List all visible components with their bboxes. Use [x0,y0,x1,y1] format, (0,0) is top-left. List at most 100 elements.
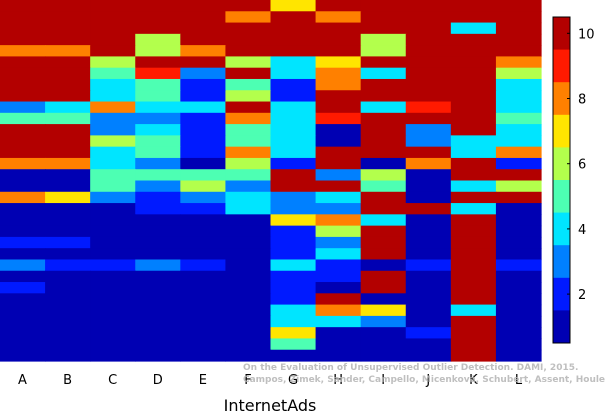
heatmap-cell [315,146,362,159]
heatmap-cell [450,78,497,91]
heatmap-cell [0,203,46,215]
heatmap-cell [360,33,407,46]
heatmap-cell [180,327,227,340]
heatmap-cell [135,293,181,306]
heatmap-cell [360,124,407,136]
heatmap-cell [270,112,317,125]
heatmap-cell [180,157,227,170]
x-tick-label: H [333,373,343,388]
heatmap-cell [405,146,452,159]
heatmap-cell [495,338,542,351]
heatmap-cell [450,191,497,204]
heatmap-cell [180,169,227,182]
heatmap-cell [405,157,452,170]
heatmap-cell [0,101,46,114]
heatmap-cell [90,293,136,306]
heatmap-cell [360,112,407,125]
heatmap-cell [315,67,362,80]
heatmap-cell [315,22,362,35]
heatmap-cell [45,203,91,215]
heatmap-cell [495,270,542,283]
heatmap-cell [405,259,452,272]
heatmap-cell [270,180,317,193]
heatmap-cell [450,146,497,159]
heatmap-cell [495,101,542,114]
heatmap-cell [225,349,272,362]
heatmap-cell [315,0,362,12]
x-tick-label: C [108,373,117,388]
heatmap-cell [405,214,452,227]
heatmap-cell [45,56,91,69]
x-tick-label: L [515,373,523,388]
heatmap-cell [315,90,362,103]
heatmap-cell [315,282,362,294]
heatmap-cell [405,22,452,35]
heatmap-cell [495,157,542,170]
heatmap-cell [135,338,181,351]
heatmap-cell [450,327,497,340]
heatmap-cell [270,282,317,294]
heatmap-cell [315,180,362,193]
heatmap-cell [225,293,272,306]
heatmap-cell [225,101,272,114]
heatmap-cell [180,45,227,58]
heatmap-cell [405,112,452,125]
heatmap-cell [360,90,407,103]
heatmap-cell [180,180,227,193]
heatmap-cell [270,146,317,159]
heatmap-cell [180,78,227,91]
heatmap-cell [405,304,452,317]
x-axis-title: InternetAds [224,396,317,413]
heatmap-cell [90,327,136,340]
heatmap-cell [360,191,407,204]
colorbar-border [552,16,571,344]
heatmap-cell [45,78,91,91]
heatmap-cell [90,0,136,12]
x-tick-labels: A B C D E F G H I J K L [18,373,523,388]
heatmap-cell [405,203,452,215]
heatmap-cell [360,169,407,182]
heatmap-cell [0,293,46,306]
heatmap-cell [225,338,272,351]
heatmap-cell [180,270,227,283]
heatmap-cell [270,259,317,272]
heatmap-cell [495,203,542,215]
heatmap-cell [180,135,227,148]
heatmap-cell [450,203,497,215]
heatmap-cell [135,124,181,136]
heatmap-cell [495,293,542,306]
heatmap-cell [315,225,362,238]
heatmap-cell [0,56,46,69]
heatmap-cell [90,169,136,182]
heatmap-cell [0,45,46,58]
heatmap-cell [0,270,46,283]
heatmap-cell [270,45,317,58]
heatmap-cell [360,11,407,24]
heatmap-cell [360,0,407,12]
heatmap-cell [90,11,136,24]
heatmap-cell [315,203,362,215]
heatmap-cell [180,67,227,80]
heatmap-cell [135,349,181,362]
heatmap-cell [90,214,136,227]
heatmap-cell [180,259,227,272]
heatmap-cell [360,282,407,294]
heatmap-cell [45,135,91,148]
heatmap-cell [45,45,91,58]
heatmap-cell [0,169,46,182]
heatmap-cell [0,349,46,362]
heatmap-cell [225,33,272,46]
heatmap-cell [45,259,91,272]
heatmap-cell [270,338,317,351]
heatmap-cell [495,90,542,103]
heatmap-cell [315,45,362,58]
colorbar-segment [553,49,570,83]
heatmap-cell [0,112,46,125]
colorbar-segment [553,310,570,344]
heatmap-cell [90,259,136,272]
heatmap-cell [45,101,91,114]
heatmap-cell [0,214,46,227]
heatmap-cell [45,304,91,317]
heatmap-cell [315,101,362,114]
heatmap-cell [225,248,272,261]
